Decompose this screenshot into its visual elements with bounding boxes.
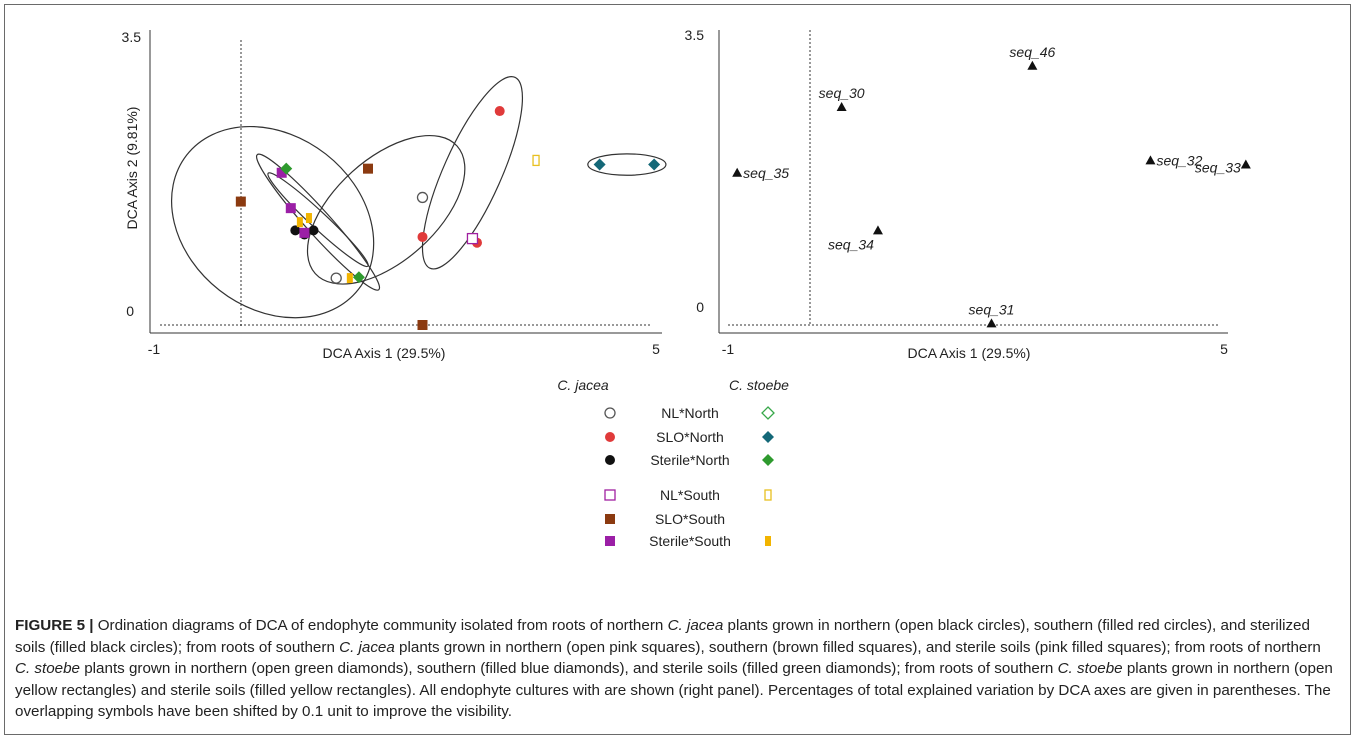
- caption-species-3: C. stoebe: [15, 660, 81, 677]
- left-x-axis-label: DCA Axis 1 (29.5%): [323, 345, 446, 361]
- legend-label: SLO*North: [656, 429, 724, 445]
- group-ellipse: [587, 153, 667, 176]
- data-point: [308, 225, 319, 236]
- data-point: [466, 232, 479, 245]
- legend: C. jacea C. stoebe NL*North SLO*North Ster…: [557, 377, 789, 549]
- caption-species-4: C. stoebe: [1057, 660, 1123, 677]
- legend-marker-jacea: [604, 489, 616, 501]
- legend-marker-jacea: [605, 514, 615, 524]
- group-ellipse: [306, 134, 466, 285]
- left-y-axis-label: DCA Axis 2 (9.81%): [124, 107, 140, 230]
- group-ellipse: [421, 76, 524, 270]
- caption-text-5: plants grown in northern (open yellow re…: [15, 660, 1333, 720]
- sequence-point: [1027, 60, 1038, 70]
- legend-marker-jacea: [605, 536, 615, 546]
- legend-label: Sterile*South: [649, 533, 731, 549]
- sequence-label: seq_30: [819, 85, 865, 101]
- sequence-label: seq_33: [1195, 160, 1241, 176]
- caption-text-1: Ordination diagrams of DCA of endophyte …: [93, 617, 668, 634]
- legend-header-jacea: C. jacea: [557, 377, 609, 393]
- sequence-label: seq_31: [969, 301, 1015, 317]
- data-point: [352, 271, 365, 284]
- data-point: [593, 158, 606, 171]
- data-point: [417, 231, 428, 242]
- caption-species-1: C. jacea: [667, 617, 724, 634]
- figure-caption: FIGURE 5 | Ordination diagrams of DCA of…: [15, 615, 1340, 723]
- legend-label: Sterile*North: [650, 452, 729, 468]
- caption-text-2: plants grown in northern (open black cir…: [15, 617, 1310, 656]
- data-point: [416, 191, 429, 204]
- figure-frame: [4, 4, 1351, 735]
- right-y-tick-top: 3.5: [685, 27, 705, 43]
- sequence-label: seq_35: [743, 165, 789, 181]
- sequence-point: [872, 225, 883, 235]
- data-point: [346, 273, 353, 284]
- sequence-point: [732, 167, 743, 177]
- right-y-tick-bottom: 0: [696, 299, 704, 315]
- sequence-point: [986, 318, 997, 328]
- legend-rows: NL*North SLO*North Sterile*North NL*South SL…: [604, 405, 775, 549]
- right-x-tick-max: 5: [1220, 341, 1228, 357]
- right-x-tick-min: -1: [722, 341, 735, 357]
- data-point: [305, 213, 312, 224]
- legend-marker-stoebe: [761, 406, 775, 420]
- left-y-tick-top: 3.5: [122, 29, 142, 45]
- sequence-point: [1145, 155, 1156, 165]
- data-point: [235, 196, 246, 207]
- figure-plots: 3.5 0 -1 5 DCA Axis 1 (29.5%) DCA Axis 2…: [122, 27, 1251, 549]
- data-point: [285, 203, 296, 214]
- data-point: [276, 167, 287, 178]
- legend-marker-stoebe: [762, 431, 774, 443]
- legend-marker-jacea: [605, 455, 615, 465]
- sequence-label: seq_34: [828, 236, 874, 252]
- data-point: [417, 320, 428, 330]
- legend-marker-stoebe: [765, 536, 771, 546]
- legend-label: NL*South: [660, 487, 720, 503]
- group-ellipse: [267, 172, 369, 268]
- right-panel: 3.5 0 -1 5 DCA Axis 1 (29.5%) seq_46seq_…: [685, 27, 1251, 361]
- legend-label: SLO*South: [655, 511, 725, 527]
- legend-header-stoebe: C. stoebe: [729, 377, 789, 393]
- left-points: [235, 106, 661, 330]
- sequence-point: [836, 101, 847, 111]
- group-ellipse: [170, 125, 375, 319]
- data-point: [532, 154, 540, 167]
- data-point: [363, 163, 373, 174]
- left-y-tick-bottom: 0: [126, 303, 134, 319]
- caption-text-3: plants grown in northern (open pink squa…: [394, 638, 1321, 656]
- data-point: [299, 227, 310, 238]
- legend-marker-jacea: [605, 432, 615, 442]
- caption-species-2: C. jacea: [339, 638, 395, 656]
- left-x-tick-min: -1: [148, 341, 161, 357]
- data-point: [330, 272, 342, 284]
- legend-marker-jacea: [604, 407, 616, 419]
- legend-marker-stoebe: [762, 454, 774, 466]
- left-panel: 3.5 0 -1 5 DCA Axis 1 (29.5%) DCA Axis 2…: [122, 29, 667, 361]
- right-x-axis-label: DCA Axis 1 (29.5%): [908, 345, 1031, 361]
- caption-text-4: plants grown in northern (open green dia…: [80, 660, 1058, 677]
- data-point: [494, 106, 505, 117]
- data-point: [290, 225, 301, 236]
- left-x-tick-max: 5: [652, 341, 660, 357]
- left-ellipses: [170, 76, 667, 319]
- sequence-label: seq_46: [1009, 44, 1055, 60]
- data-point: [280, 162, 293, 175]
- data-point: [648, 158, 661, 171]
- caption-label: FIGURE 5 |: [15, 617, 94, 634]
- legend-marker-stoebe: [764, 489, 772, 501]
- legend-label: NL*North: [661, 405, 719, 421]
- sequence-point: [1240, 159, 1251, 169]
- sequence-label: seq_32: [1156, 152, 1202, 168]
- data-point: [296, 217, 303, 228]
